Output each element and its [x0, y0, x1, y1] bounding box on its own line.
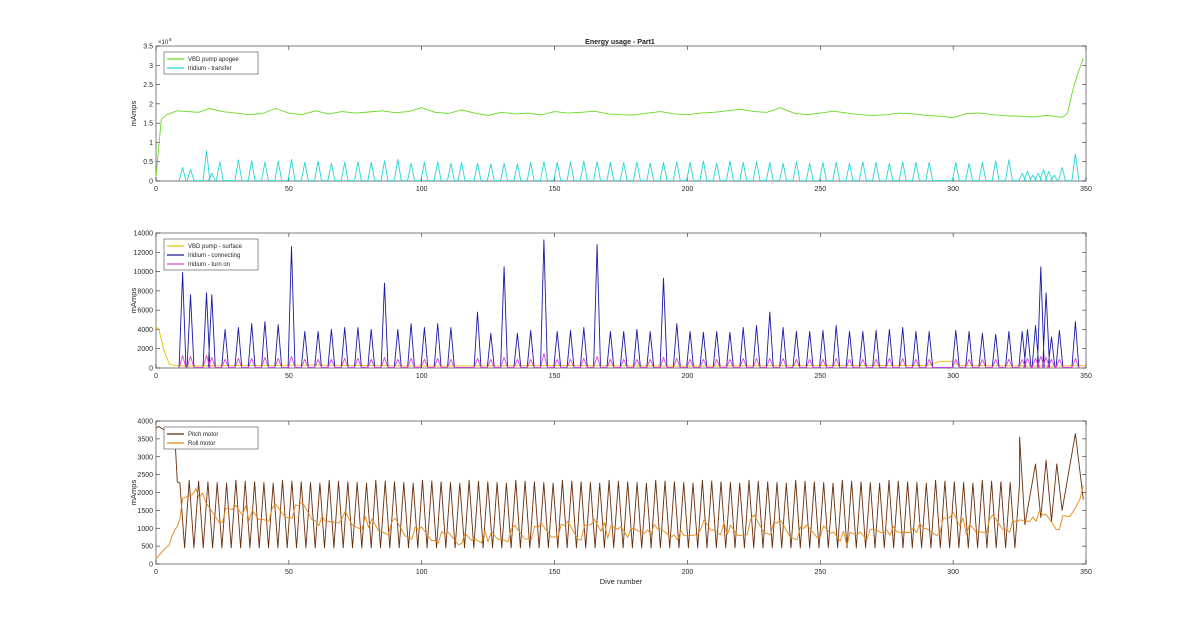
- x-tick-label: 250: [814, 373, 826, 380]
- series-line-iridium-turn-on: [178, 353, 1080, 369]
- legend-entry: Roll motor: [188, 441, 215, 447]
- legend-entry: VBD pump apogee: [188, 57, 239, 63]
- y-tick-label: 0: [149, 366, 153, 373]
- x-tick-label: 200: [682, 186, 694, 193]
- y-axis-label: mAmps: [129, 480, 138, 506]
- series-line-roll-motor: [155, 485, 1084, 559]
- legend-entry: Iridium - turn on: [188, 262, 230, 268]
- y-tick-label: 3.5: [143, 44, 153, 51]
- x-tick-label: 200: [682, 373, 694, 380]
- y-tick-label: 4000: [137, 327, 153, 334]
- x-tick-label: 100: [416, 569, 428, 576]
- x-tick-label: 0: [154, 373, 158, 380]
- x-tick-label: 350: [1080, 569, 1092, 576]
- y-tick-label: 6000: [137, 308, 153, 315]
- legend: VBD pump - surface Iridium - connecting Ir…: [163, 238, 259, 271]
- series-line-vbd-pump-apogee: [155, 58, 1084, 178]
- legend-entry: VBD pump - surface: [188, 244, 243, 250]
- chart-panel-2: 0 50 100 150 200 250 300 350 0 2000 4000 6000 8000 10…: [129, 231, 1092, 381]
- x-tick-label: 300: [947, 569, 959, 576]
- y-tick-label: 1: [149, 140, 153, 147]
- plot-area: [155, 232, 1087, 369]
- x-tick-label: 300: [947, 373, 959, 380]
- plot-area: [155, 420, 1087, 565]
- series-line-iridium-transfer: [178, 150, 1080, 182]
- y-exponent-label: ×10: [158, 40, 169, 46]
- x-tick-label: 50: [285, 186, 293, 193]
- legend: VBD pump apogee Iridium - transfer: [163, 51, 259, 75]
- x-tick-label: 250: [814, 569, 826, 576]
- y-tick-label: 14000: [134, 231, 154, 238]
- legend-entry: Iridium - transfer: [188, 66, 232, 72]
- y-tick-label: 12000: [134, 250, 154, 257]
- x-tick-label: 150: [549, 186, 561, 193]
- figure-title: Energy usage - Part1: [585, 39, 655, 46]
- y-tick-label: 3: [149, 63, 153, 70]
- y-tick-label: 1000: [137, 526, 153, 533]
- y-axis-label: mAmps: [129, 101, 138, 127]
- x-tick-label: 0: [154, 569, 158, 576]
- y-tick-label: 2000: [137, 346, 153, 353]
- legend-box: [163, 426, 259, 450]
- y-tick-label: 1.5: [143, 121, 153, 128]
- series-line-pitch-motor: [155, 425, 1084, 549]
- x-tick-label: 350: [1080, 373, 1092, 380]
- plot-area: [155, 45, 1087, 182]
- y-tick-label: 0: [149, 562, 153, 569]
- x-tick-label: 250: [814, 186, 826, 193]
- chart-panel-1: 0 50 100 150 200 250 300 350 0 0.5 1 1.5 2 2.5 3 3.5 mAm…: [129, 37, 1092, 193]
- x-tick-label: 100: [416, 373, 428, 380]
- x-tick-label: 300: [947, 186, 959, 193]
- y-tick-label: 500: [141, 544, 153, 551]
- x-tick-label: 150: [549, 569, 561, 576]
- y-axis-label: mAmps: [129, 288, 138, 314]
- y-tick-label: 2.5: [143, 82, 153, 89]
- y-tick-label: 8000: [137, 288, 153, 295]
- y-tick-label: 2000: [137, 490, 153, 497]
- y-exponent-power: 5: [169, 37, 172, 42]
- y-tick-label: 10000: [134, 269, 154, 276]
- x-tick-label: 150: [549, 373, 561, 380]
- y-tick-label: 0: [149, 179, 153, 186]
- x-tick-label: 0: [154, 186, 158, 193]
- chart-panel-3: 0 50 100 150 200 250 300 3500500100015002000250…: [129, 419, 1092, 587]
- y-tick-label: 0.5: [143, 159, 153, 166]
- legend-entry: Iridium - connecting: [188, 253, 240, 259]
- x-tick-label: 350: [1080, 186, 1092, 193]
- y-tick-label: 1500: [137, 508, 153, 515]
- legend-entry: Pitch motor: [188, 432, 218, 438]
- y-tick-label: 3000: [137, 454, 153, 461]
- legend: Pitch motor Roll motor: [163, 426, 259, 450]
- x-tick-label: 100: [416, 186, 428, 193]
- x-tick-label: 200: [682, 569, 694, 576]
- x-tick-label: 50: [285, 373, 293, 380]
- y-tick-label: 3500: [137, 436, 153, 443]
- x-tick-label: 50: [285, 569, 293, 576]
- x-axis-label: Dive number: [600, 577, 643, 586]
- y-tick-label: 4000: [137, 419, 153, 426]
- y-tick-label: 2: [149, 101, 153, 108]
- y-tick-label: 2500: [137, 472, 153, 479]
- legend-box: [163, 51, 259, 75]
